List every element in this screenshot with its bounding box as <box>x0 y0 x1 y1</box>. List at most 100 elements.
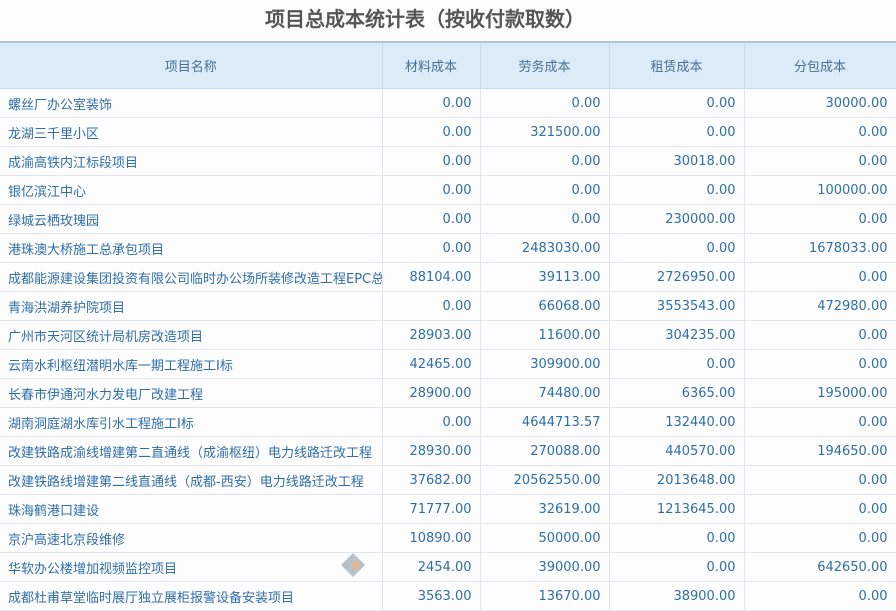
cost-cell: 71777.00 <box>382 494 481 524</box>
project-name-cell: 广州市天河区统计局机房改造项目 <box>0 320 383 350</box>
table-row[interactable]: 湖南洞庭湖水库引水工程施工I标 0.00 4644713.57 132440.00 0.… <box>0 407 896 437</box>
cost-cell: 39000.00 <box>480 552 610 582</box>
table-row[interactable]: 龙湖三千里小区 0.00 321500.00 0.00 0.00 <box>0 117 896 147</box>
cost-cell: 0.00 <box>609 349 745 379</box>
cost-cell: 42465.00 <box>382 349 481 379</box>
cost-cell: 0.00 <box>744 117 896 147</box>
table-row[interactable]: 华软办公楼增加视频监控项目 2454.00 39000.00 0.00 642650.0… <box>0 552 896 582</box>
cost-cell: 0.00 <box>744 146 896 176</box>
cost-cell: 0.00 <box>480 175 610 205</box>
cost-cell: 0.00 <box>480 88 610 118</box>
cost-cell: 132440.00 <box>609 407 745 437</box>
project-name-cell: 珠海鹤港口建设 <box>0 494 383 524</box>
cost-cell: 0.00 <box>382 88 481 118</box>
cost-cell: 0.00 <box>744 494 896 524</box>
cost-cell: 1678033.00 <box>744 233 896 263</box>
cost-cell: 0.00 <box>744 465 896 495</box>
page-title: 项目总成本统计表（按收付款取数） <box>265 7 585 31</box>
cost-cell: 0.00 <box>744 320 896 350</box>
cost-cell: 642650.00 <box>744 552 896 582</box>
cost-cell: 0.00 <box>744 262 896 292</box>
cost-cell: 0.00 <box>609 175 745 205</box>
cost-cell: 0.00 <box>382 233 481 263</box>
column-header[interactable]: 分包成本 <box>744 41 896 89</box>
cost-cell: 66068.00 <box>480 291 610 321</box>
cost-cell: 1213645.00 <box>609 494 745 524</box>
cost-cell: 270088.00 <box>480 436 610 466</box>
table-row[interactable]: 广州市天河区统计局机房改造项目 28903.00 11600.00 304235.00… <box>0 320 896 350</box>
table-row[interactable]: 京沪高速北京段维修 10890.00 50000.00 0.00 0.00 <box>0 523 896 553</box>
project-name-cell: 青海洪湖养护院项目 <box>0 291 383 321</box>
project-name-cell: 绿城云栖玫瑰园 <box>0 204 383 234</box>
table-row[interactable]: 绿城云栖玫瑰园 0.00 0.00 230000.00 0.00 <box>0 204 896 234</box>
cost-cell: 309900.00 <box>480 349 610 379</box>
cost-cell: 195000.00 <box>744 378 896 408</box>
cost-cell: 28900.00 <box>382 378 481 408</box>
cost-cell: 0.00 <box>609 552 745 582</box>
table-row[interactable]: 云南水利枢纽潜明水库一期工程施工I标 42465.00 309900.00 0.00 0… <box>0 349 896 379</box>
project-name-cell: 云南水利枢纽潜明水库一期工程施工I标 <box>0 349 383 379</box>
cost-cell: 0.00 <box>744 581 896 611</box>
cost-cell: 0.00 <box>382 117 481 147</box>
project-name-cell: 改建铁路线增建第二线直通线（成都-西安）电力线路迁改工程 <box>0 465 383 495</box>
cost-cell: 0.00 <box>609 88 745 118</box>
cost-cell: 0.00 <box>382 407 481 437</box>
column-header[interactable]: 项目名称 <box>0 41 383 89</box>
column-header[interactable]: 租赁成本 <box>609 41 745 89</box>
project-name-cell: 成都杜甫草堂临时展厅独立展柜报警设备安装项目 <box>0 581 383 611</box>
cost-cell: 20562550.00 <box>480 465 610 495</box>
column-header[interactable]: 材料成本 <box>382 41 481 89</box>
table-row[interactable]: 成都杜甫草堂临时展厅独立展柜报警设备安装项目 3563.00 13670.00 389… <box>0 581 896 611</box>
table-row[interactable]: 珠海鹤港口建设 71777.00 32619.00 1213645.00 0.00 <box>0 494 896 524</box>
cost-cell: 0.00 <box>609 233 745 263</box>
cost-cell: 30018.00 <box>609 146 745 176</box>
table-row[interactable]: 长春市伊通河水力发电厂改建工程 28900.00 74480.00 6365.00 19… <box>0 378 896 408</box>
table-row[interactable]: 成渝高铁内江标段项目 0.00 0.00 30018.00 0.00 <box>0 146 896 176</box>
cost-cell: 2483030.00 <box>480 233 610 263</box>
table-row[interactable]: 改建铁路线增建第二线直通线（成都-西安）电力线路迁改工程 37682.00 2056… <box>0 465 896 495</box>
cost-cell: 0.00 <box>609 117 745 147</box>
cost-cell: 32619.00 <box>480 494 610 524</box>
cost-table: 项目名称 材料成本 劳务成本 租赁成本 分包成本 螺丝厂办公室装饰 0.00 0.00 0.0… <box>0 41 896 611</box>
cost-cell: 321500.00 <box>480 117 610 147</box>
table-row[interactable]: 螺丝厂办公室装饰 0.00 0.00 0.00 30000.00 <box>0 88 896 118</box>
table-row[interactable]: 银亿滨江中心 0.00 0.00 0.00 100000.00 <box>0 175 896 205</box>
project-name-cell: 成渝高铁内江标段项目 <box>0 146 383 176</box>
cost-cell: 11600.00 <box>480 320 610 350</box>
cost-cell: 194650.00 <box>744 436 896 466</box>
cost-cell: 38900.00 <box>609 581 745 611</box>
cost-cell: 472980.00 <box>744 291 896 321</box>
table-row[interactable]: 成都能源建设集团投资有限公司临时办公场所装修改造工程EPC总 88104.00 39… <box>0 262 896 292</box>
cost-cell: 0.00 <box>382 175 481 205</box>
project-name-cell: 长春市伊通河水力发电厂改建工程 <box>0 378 383 408</box>
cost-cell: 304235.00 <box>609 320 745 350</box>
project-name-cell: 银亿滨江中心 <box>0 175 383 205</box>
cost-cell: 2726950.00 <box>609 262 745 292</box>
cost-cell: 6365.00 <box>609 378 745 408</box>
cost-cell: 0.00 <box>480 146 610 176</box>
cost-cell: 4644713.57 <box>480 407 610 437</box>
project-name-cell: 龙湖三千里小区 <box>0 117 383 147</box>
table-row[interactable]: 青海洪湖养护院项目 0.00 66068.00 3553543.00 472980.00 <box>0 291 896 321</box>
cost-cell: 0.00 <box>382 146 481 176</box>
cost-cell: 0.00 <box>744 204 896 234</box>
header-row: 项目名称 材料成本 劳务成本 租赁成本 分包成本 <box>0 41 896 89</box>
cost-cell: 0.00 <box>480 204 610 234</box>
cost-cell: 13670.00 <box>480 581 610 611</box>
table-row[interactable]: 港珠澳大桥施工总承包项目 0.00 2483030.00 0.00 1678033.00 <box>0 233 896 263</box>
cost-cell: 230000.00 <box>609 204 745 234</box>
cost-cell: 0.00 <box>744 523 896 553</box>
project-name-cell: 成都能源建设集团投资有限公司临时办公场所装修改造工程EPC总 <box>0 262 383 292</box>
cost-cell: 10890.00 <box>382 523 481 553</box>
cost-cell: 0.00 <box>609 523 745 553</box>
cost-cell: 88104.00 <box>382 262 481 292</box>
project-name-cell: 港珠澳大桥施工总承包项目 <box>0 233 383 263</box>
cost-cell: 37682.00 <box>382 465 481 495</box>
table-row[interactable]: 改建铁路成渝线增建第二直通线（成渝枢纽）电力线路迁改工程 28930.00 2700… <box>0 436 896 466</box>
project-name-cell: 螺丝厂办公室装饰 <box>0 88 383 118</box>
column-header[interactable]: 劳务成本 <box>480 41 610 89</box>
project-name-cell: 改建铁路成渝线增建第二直通线（成渝枢纽）电力线路迁改工程 <box>0 436 383 466</box>
cost-cell: 28903.00 <box>382 320 481 350</box>
cost-cell: 3563.00 <box>382 581 481 611</box>
cost-cell: 50000.00 <box>480 523 610 553</box>
